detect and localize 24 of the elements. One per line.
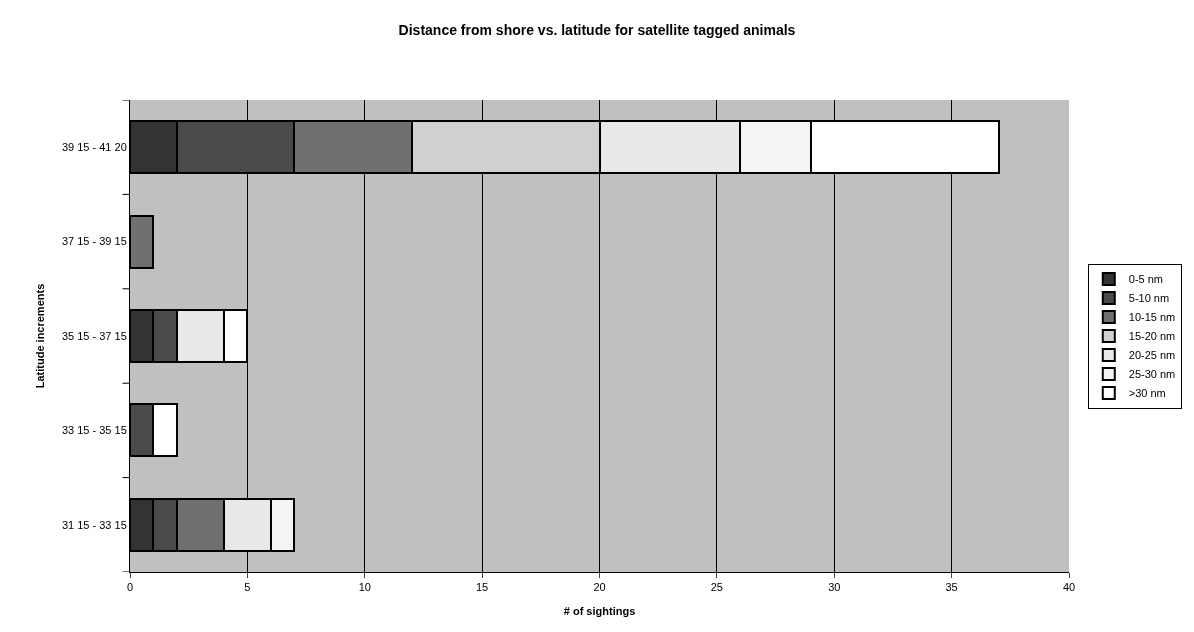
- y-tick-label: 39 15 - 41 20: [61, 141, 127, 154]
- y-tick-label: 37 15 - 39 15: [61, 235, 127, 248]
- chart-title: Distance from shore vs. latitude for satellite tagged animals: [398, 22, 796, 39]
- x-tick-label: 35: [945, 581, 958, 594]
- x-tick-label: 0: [126, 581, 134, 594]
- x-tick-label: 10: [358, 581, 371, 594]
- x-tick-label: 30: [828, 581, 841, 594]
- y-axis-title: Latitude increments: [33, 283, 46, 389]
- y-tick-label: 35 15 - 37 15: [61, 329, 127, 342]
- y-tick-label: 33 15 - 35 15: [61, 424, 127, 437]
- legend-label: 0-5 nm: [1128, 273, 1164, 286]
- x-tick-label: 15: [476, 581, 489, 594]
- x-tick-label: 5: [244, 581, 251, 594]
- legend-label: 5-10 nm: [1128, 292, 1170, 305]
- x-tick-label: 20: [593, 581, 606, 594]
- legend-label: >30 nm: [1128, 387, 1166, 400]
- x-tick-label: 40: [1062, 581, 1076, 594]
- x-tick-label: 25: [710, 581, 724, 594]
- x-axis-title: # of sightings: [563, 605, 636, 618]
- legend-label: 20-25 nm: [1128, 349, 1176, 362]
- legend-label: 15-20 nm: [1128, 330, 1176, 343]
- legend-label: 10-15 nm: [1128, 311, 1176, 324]
- y-tick-label: 31 15 - 33 15: [61, 518, 127, 531]
- legend-label: 25-30 nm: [1128, 368, 1176, 381]
